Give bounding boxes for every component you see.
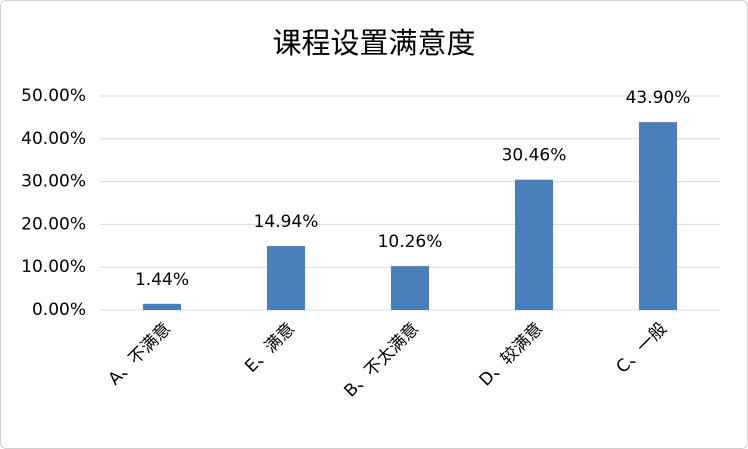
y-tick-label: 20.00% (21, 214, 86, 234)
bar (143, 303, 181, 310)
bar (391, 266, 429, 310)
y-tick-label: 30.00% (21, 172, 86, 192)
y-tick-label: 10.00% (21, 257, 86, 277)
data-label: 43.90% (626, 88, 691, 108)
y-tick-label: 50.00% (21, 86, 86, 106)
y-tick-label: 0.00% (32, 300, 86, 320)
data-label: 1.44% (135, 270, 189, 290)
chart-title: 课程设置满意度 (272, 26, 475, 60)
bar (515, 179, 553, 310)
bar (639, 122, 677, 310)
bar (267, 246, 305, 310)
data-label: 30.46% (502, 146, 567, 166)
y-tick-label: 40.00% (21, 129, 86, 149)
data-label: 14.94% (254, 212, 319, 232)
data-label: 10.26% (378, 232, 443, 252)
